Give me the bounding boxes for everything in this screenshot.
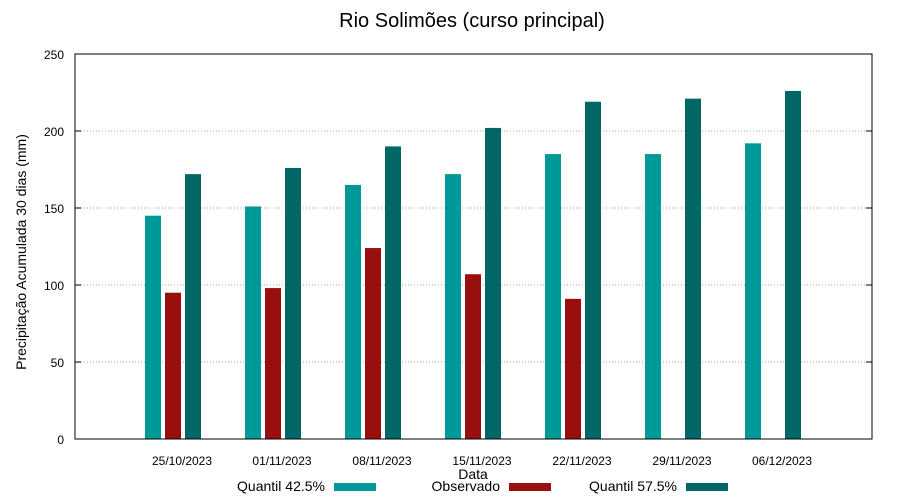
bar (165, 292, 181, 439)
bar (345, 184, 361, 439)
bar (265, 288, 281, 439)
y-tick-label: 100 (44, 279, 64, 293)
bar (545, 154, 561, 439)
x-tick-label: 08/11/2023 (352, 454, 411, 468)
y-tick-label: 250 (44, 48, 64, 62)
bar (745, 143, 761, 439)
x-tick-label: 29/11/2023 (652, 454, 711, 468)
x-axis-label: Data (458, 466, 488, 482)
legend-swatch (334, 483, 376, 491)
chart-title: Rio Solimões (curso principal) (339, 10, 605, 32)
bars (145, 90, 801, 440)
y-tick-label: 200 (44, 125, 64, 139)
plot-frame (74, 53, 873, 440)
x-tick-label: 22/11/2023 (552, 454, 611, 468)
y-tick-label: 0 (57, 433, 64, 447)
legend-label: Observado (432, 478, 501, 494)
y-tick-label: 150 (44, 202, 64, 216)
bar (245, 206, 261, 439)
bar (285, 167, 301, 439)
y-axis-label: Precipitação Acumulada 30 dias (mm) (13, 134, 29, 370)
bar (785, 90, 801, 440)
bar (685, 98, 701, 439)
y-tick-label: 50 (51, 356, 65, 370)
bar (185, 174, 201, 439)
bar (465, 274, 481, 439)
y-axis-ticks: 0 50 100 150 200 250 (44, 48, 872, 447)
bar (365, 248, 381, 439)
legend-swatch (509, 483, 551, 491)
legend: Quantil 42.5% Observado Quantil 57.5% (237, 478, 728, 494)
legend-swatch (686, 483, 728, 491)
bar (645, 154, 661, 439)
x-tick-label: 01/11/2023 (252, 454, 311, 468)
bar (445, 174, 461, 439)
x-tick-label: 25/10/2023 (152, 454, 212, 468)
x-axis-ticks: 25/10/2023 01/11/2023 08/11/2023 15/11/2023… (152, 454, 812, 468)
bar (385, 146, 401, 439)
bar (585, 101, 601, 440)
legend-label: Quantil 57.5% (589, 478, 677, 494)
legend-label: Quantil 42.5% (237, 478, 325, 494)
bar (485, 127, 501, 440)
grid-lines (75, 130, 872, 363)
bar (145, 215, 161, 439)
x-tick-label: 06/12/2023 (752, 454, 812, 468)
bar (565, 298, 581, 439)
x-tick-label: 15/11/2023 (452, 454, 511, 468)
